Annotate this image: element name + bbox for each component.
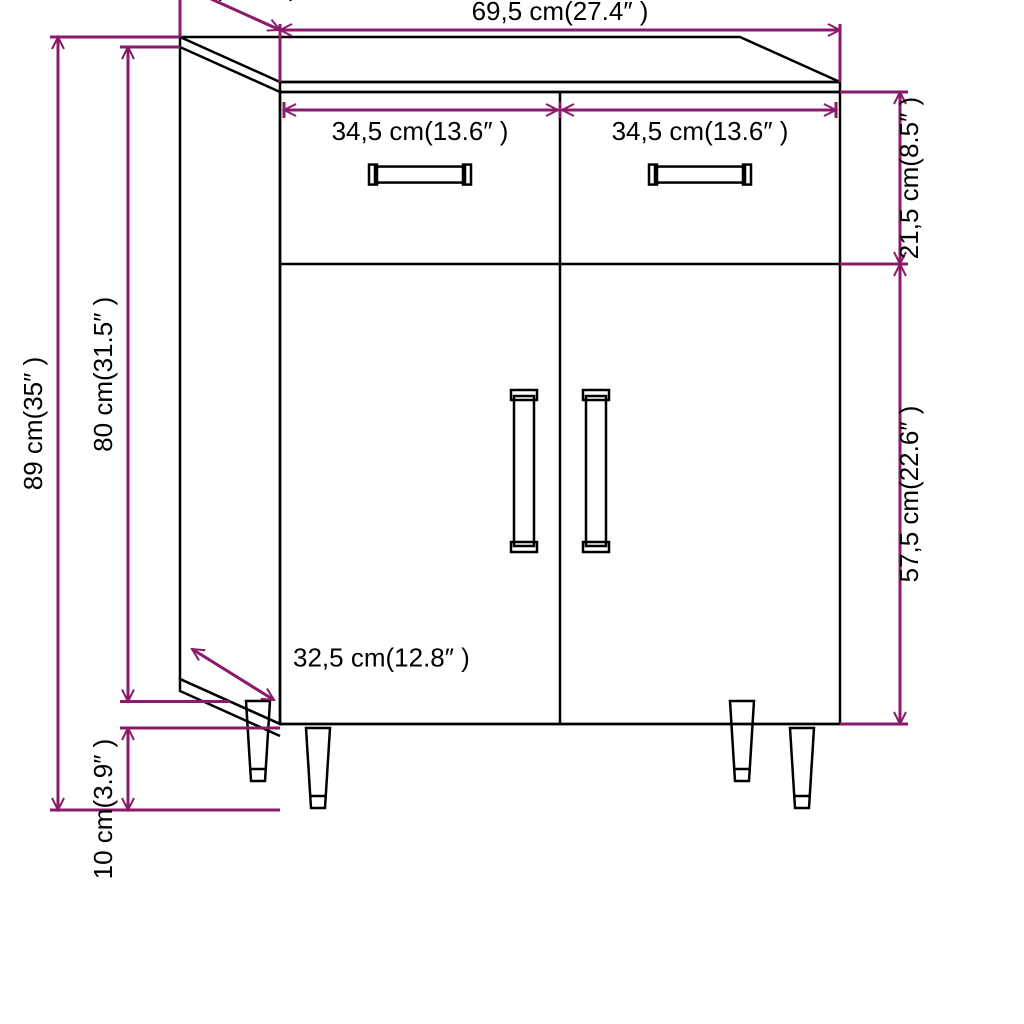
dim-drawer-height: 21,5 cm(8.5″ ) bbox=[894, 97, 924, 259]
dim-body-height: 80 cm(31.5″ ) bbox=[88, 297, 118, 452]
door-handle bbox=[586, 396, 606, 546]
dim-leg-height: 10 cm(3.9″ ) bbox=[88, 739, 118, 880]
door-handle bbox=[514, 396, 534, 546]
dim-width-top: 69,5 cm(27.4″ ) bbox=[472, 0, 649, 26]
drawer-handle bbox=[655, 167, 745, 183]
dim-total-height: 89 cm(35″ ) bbox=[18, 357, 48, 490]
dim-depth-top: 34 cm(13.4″ ) bbox=[142, 0, 297, 2]
dim-inner-depth: 32,5 cm(12.8″ ) bbox=[293, 643, 470, 673]
dim-door-height: 57,5 cm(22.6″ ) bbox=[894, 406, 924, 583]
drawer-handle bbox=[375, 167, 465, 183]
dim-drawer-left: 34,5 cm(13.6″ ) bbox=[332, 116, 509, 146]
dim-drawer-right: 34,5 cm(13.6″ ) bbox=[612, 116, 789, 146]
cabinet-dimension-diagram: 69,5 cm(27.4″ ) 34 cm(13.4″ ) 34,5 cm(13.6… bbox=[0, 0, 1024, 1024]
